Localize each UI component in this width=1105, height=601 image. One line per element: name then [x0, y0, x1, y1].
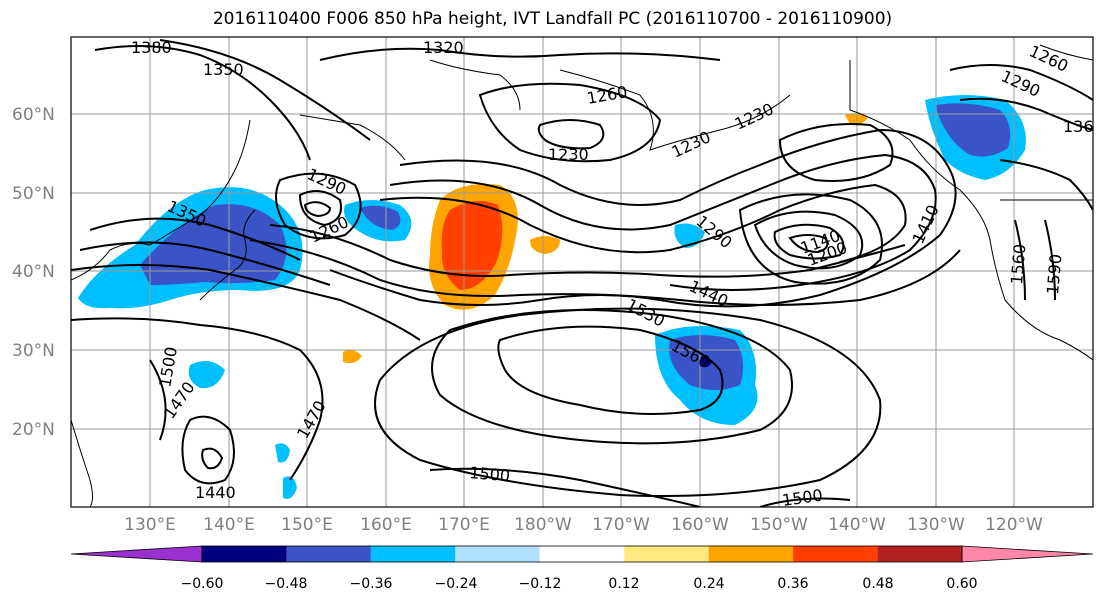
contour-label: 1590 — [1043, 253, 1065, 295]
colorbar-segment — [202, 546, 287, 562]
map-title: 2016110400 F006 850 hPa height, IVT Land… — [212, 9, 893, 29]
colorbar-tick-label: −0.60 — [181, 576, 224, 592]
colorbar-tick-label: −0.48 — [265, 576, 308, 592]
lon-label: 160°W — [671, 515, 729, 535]
colorbar-segment — [539, 546, 625, 562]
contour-label: 1500 — [469, 463, 511, 485]
colorbar-extend-low — [70, 545, 203, 563]
lon-label: 170°E — [438, 515, 490, 535]
coastlines — [71, 44, 1093, 507]
latitude-labels: 60°N 50°N 40°N 30°N 20°N — [12, 105, 55, 440]
lon-label: 140°W — [828, 515, 886, 535]
lat-label: 20°N — [12, 420, 55, 440]
colorbar-extend-high — [961, 545, 1094, 563]
colorbar-tick-label: 0.60 — [946, 576, 977, 592]
contour-label: 1380 — [131, 38, 172, 57]
lon-label: 170°W — [592, 515, 650, 535]
colorbar-segment — [793, 546, 878, 562]
colorbar-labels: −0.60 −0.48 −0.36 −0.24 −0.12 0.12 0.24 … — [181, 576, 978, 592]
longitude-labels: 130°E 140°E 150°E 160°E 170°E 180°W 170°… — [124, 515, 1043, 535]
colorbar-segment — [708, 546, 794, 562]
colorbar-tick-label: 0.48 — [862, 576, 893, 592]
lon-label: 160°E — [360, 515, 412, 535]
lon-label: 140°E — [203, 515, 255, 535]
contour-label: 1350 — [203, 60, 244, 79]
lon-label: 150°E — [281, 515, 333, 535]
contour-label: 1360 — [1063, 117, 1104, 136]
colorbar — [70, 545, 1094, 563]
contour-label: 1500 — [781, 485, 824, 509]
ivt-shading — [78, 95, 1026, 499]
colorbar-tick-label: −0.24 — [435, 576, 478, 592]
colorbar-segment — [624, 546, 709, 562]
colorbar-segment — [877, 546, 962, 562]
colorbar-tick-label: 0.24 — [693, 576, 724, 592]
lon-label: 120°W — [985, 515, 1043, 535]
colorbar-tick-label: −0.12 — [519, 576, 562, 592]
colorbar-segment — [370, 546, 456, 562]
lon-label: 180°W — [514, 515, 572, 535]
lat-label: 50°N — [12, 184, 55, 204]
colorbar-frame — [201, 545, 963, 563]
map-frame — [70, 36, 1094, 508]
colorbar-segment — [286, 546, 371, 562]
height-contours — [71, 39, 1093, 507]
lon-label: 150°W — [750, 515, 808, 535]
lat-label: 30°N — [12, 341, 55, 361]
contour-label: 1560 — [1007, 243, 1029, 285]
colorbar-tick-label: 0.36 — [777, 576, 808, 592]
lon-label: 130°E — [124, 515, 176, 535]
contour-label: 1230 — [548, 145, 589, 164]
contour-label: 1320 — [423, 38, 464, 57]
lon-label: 130°W — [907, 515, 965, 535]
colorbar-tick-label: −0.36 — [350, 576, 393, 592]
lat-label: 40°N — [12, 262, 55, 282]
graticule — [71, 37, 1093, 507]
contour-label: 1440 — [195, 483, 236, 502]
colorbar-segment — [455, 546, 540, 562]
colorbar-tick-label: 0.12 — [608, 576, 639, 592]
lat-label: 60°N — [12, 105, 55, 125]
